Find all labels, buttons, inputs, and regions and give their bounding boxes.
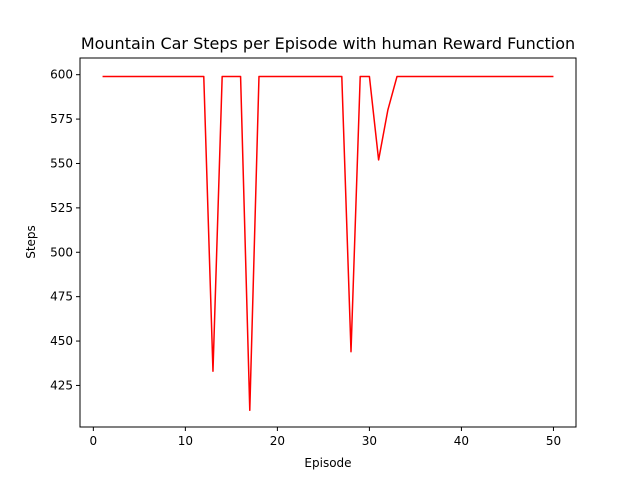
x-axis-label: Episode bbox=[304, 456, 351, 470]
y-tick-label: 575 bbox=[50, 112, 73, 126]
y-tick-label: 425 bbox=[50, 378, 73, 392]
y-tick-label: 475 bbox=[50, 290, 73, 304]
series-line-0 bbox=[102, 75, 554, 412]
x-tick-label: 10 bbox=[178, 434, 193, 448]
x-tick-label: 20 bbox=[270, 434, 285, 448]
y-axis-label: Steps bbox=[24, 225, 38, 259]
y-tick-label: 550 bbox=[50, 156, 73, 170]
x-tick-label: 50 bbox=[546, 434, 561, 448]
chart-title: Mountain Car Steps per Episode with huma… bbox=[81, 34, 575, 53]
y-tick-label: 525 bbox=[50, 201, 73, 215]
x-tick-label: 30 bbox=[362, 434, 377, 448]
axes-frame bbox=[79, 57, 577, 428]
plot-area bbox=[102, 75, 554, 412]
y-tick-label: 450 bbox=[50, 334, 73, 348]
x-tick-label: 0 bbox=[90, 434, 98, 448]
x-axis: 0 10 20 30 40 50 bbox=[90, 427, 561, 448]
y-tick-label: 500 bbox=[50, 245, 73, 259]
x-tick-label: 40 bbox=[454, 434, 469, 448]
y-axis: 425 450 475 500 525 550 575 600 bbox=[50, 68, 80, 392]
y-tick-label: 600 bbox=[50, 68, 73, 82]
